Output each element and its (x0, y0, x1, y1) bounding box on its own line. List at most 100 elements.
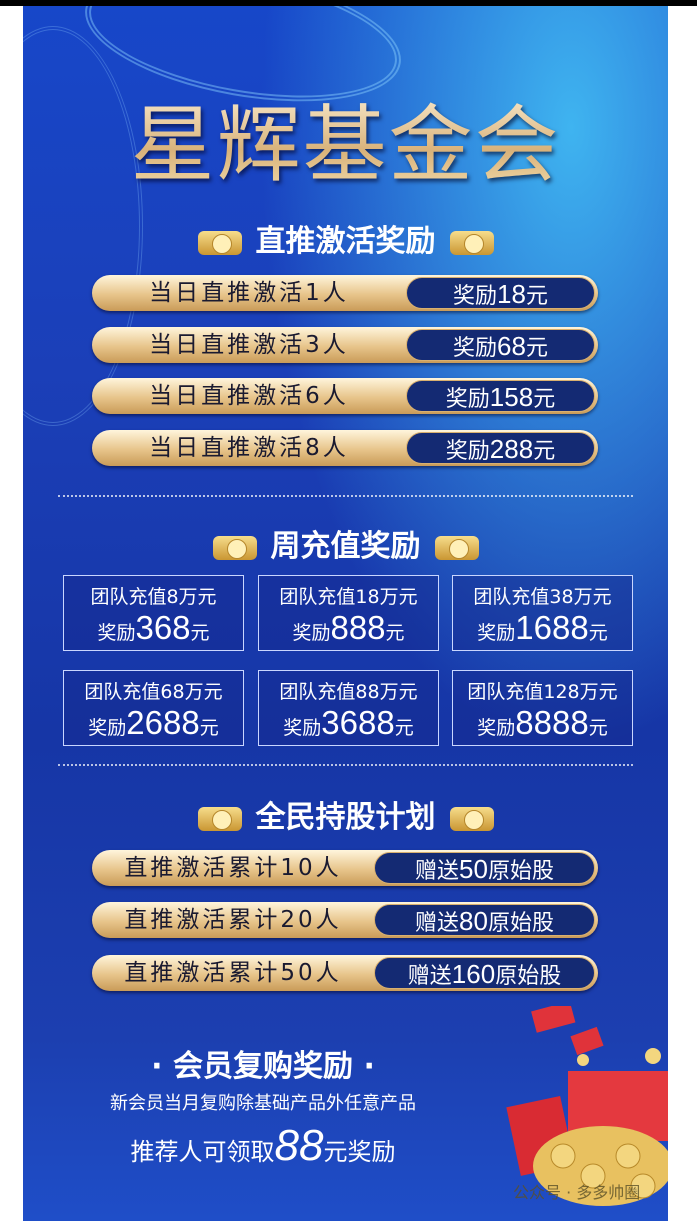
recharge-reward-card: 团队充值8万元 奖励368元 (63, 575, 244, 651)
row-label: 当日直推激活3人 (149, 332, 349, 358)
reward-row: 当日直推激活3人 奖励68元 (92, 327, 598, 363)
card-reward: 奖励8888元 (453, 704, 632, 742)
reward-badge: 奖励288元 (406, 432, 595, 464)
section-heading: 直推激活奖励 (23, 216, 668, 260)
section-title: 全民持股计划 (255, 800, 436, 835)
reward-badge: 奖励18元 (406, 277, 595, 309)
reward-unit: 元 (394, 717, 414, 739)
row-label: 直推激活累计20人 (124, 907, 342, 933)
reward-badge: 奖励68元 (406, 329, 595, 361)
reward-amount: 68 (497, 331, 526, 361)
section-heading: 周充值奖励 (23, 521, 668, 565)
card-label: 团队充值68万元 (84, 681, 223, 703)
repurchase-description: 新会员当月复购除基础产品外任意产品 (110, 1093, 416, 1114)
dotted-divider (58, 495, 633, 497)
recharge-reward-card: 团队充值68万元 奖励2688元 (63, 670, 244, 746)
reward-unit: 元 (588, 622, 608, 644)
recharge-reward-card: 团队充值18万元 奖励888元 (258, 575, 439, 651)
reward-row: 当日直推激活1人 奖励18元 (92, 275, 598, 311)
reward-prefix: 赠送 (415, 911, 460, 936)
coin-icon (434, 535, 479, 560)
reward-amount: 80 (459, 906, 488, 936)
row-label: 当日直推激活1人 (149, 280, 349, 306)
reward-prefix: 赠送 (407, 964, 452, 989)
coin-icon (197, 230, 242, 255)
reward-prefix: 推荐人可领取 (130, 1138, 275, 1166)
top-bar (0, 0, 697, 6)
section-title: 周充值奖励 (270, 529, 421, 564)
reward-unit: 原始股 (487, 911, 554, 936)
watermark: 公众号 · 多多帅圈 (513, 1183, 641, 1202)
reward-amount: 3688 (321, 704, 395, 741)
coin-icon (197, 806, 242, 831)
reward-amount: 8888 (515, 704, 589, 741)
row-label: 当日直推激活6人 (149, 383, 349, 409)
reward-prefix: 奖励 (292, 622, 331, 644)
card-reward: 奖励2688元 (64, 704, 243, 742)
card-label: 团队充值8万元 (90, 586, 217, 608)
reward-prefix: 奖励 (477, 717, 516, 739)
reward-unit: 原始股 (487, 859, 554, 884)
poster-title: 星辉基金会 (23, 78, 668, 199)
reward-unit: 元 (190, 622, 210, 644)
reward-suffix: 元奖励 (323, 1138, 396, 1166)
reward-prefix: 奖励 (88, 717, 127, 739)
reward-amount: 18 (497, 279, 526, 309)
coin-icon (449, 806, 494, 831)
reward-unit: 元 (525, 336, 548, 361)
reward-badge: 赠送50原始股 (374, 852, 595, 884)
reward-prefix: 赠送 (415, 859, 460, 884)
reward-prefix: 奖励 (445, 439, 490, 464)
repurchase-reward: 推荐人可领取88元奖励 (23, 1121, 503, 1171)
reward-amount: 288 (489, 434, 534, 464)
card-reward: 奖励368元 (64, 609, 243, 647)
recharge-reward-card: 团队充值128万元 奖励8888元 (452, 670, 633, 746)
reward-prefix: 奖励 (453, 284, 498, 309)
reward-prefix: 奖励 (477, 622, 516, 644)
reward-row: 当日直推激活6人 奖励158元 (92, 378, 598, 414)
reward-amount: 160 (451, 959, 496, 989)
reward-unit: 元 (588, 717, 608, 739)
reward-unit: 元 (525, 284, 548, 309)
recharge-reward-card: 团队充值88万元 奖励3688元 (258, 670, 439, 746)
card-label: 团队充值128万元 (467, 681, 618, 703)
reward-row: 直推激活累计20人 赠送80原始股 (92, 902, 598, 938)
reward-unit: 元 (533, 387, 556, 412)
card-reward: 奖励1688元 (453, 609, 632, 647)
row-label: 直推激活累计50人 (124, 960, 342, 986)
reward-prefix: 奖励 (283, 717, 322, 739)
reward-unit: 元 (533, 439, 556, 464)
reward-amount: 50 (459, 854, 488, 884)
section-title: 直推激活奖励 (255, 224, 436, 259)
section-title: · 会员复购奖励 · (151, 1049, 375, 1084)
reward-unit: 元 (199, 717, 219, 739)
reward-row: 直推激活累计10人 赠送50原始股 (92, 850, 598, 886)
reward-amount: 2688 (126, 704, 200, 741)
recharge-reward-card: 团队充值38万元 奖励1688元 (452, 575, 633, 651)
coin-icon (449, 230, 494, 255)
reward-badge: 赠送160原始股 (374, 957, 595, 989)
card-label: 团队充值18万元 (279, 586, 418, 608)
reward-unit: 元 (385, 622, 405, 644)
card-label: 团队充值38万元 (473, 586, 612, 608)
reward-amount: 368 (135, 609, 191, 646)
reward-amount: 888 (330, 609, 386, 646)
reward-row: 直推激活累计50人 赠送160原始股 (92, 955, 598, 991)
row-label: 直推激活累计10人 (124, 855, 342, 881)
reward-row: 当日直推激活8人 奖励288元 (92, 430, 598, 466)
dotted-divider (58, 764, 633, 766)
reward-badge: 赠送80原始股 (374, 904, 595, 936)
card-reward: 奖励3688元 (259, 704, 438, 742)
coin-icon (212, 535, 257, 560)
reward-prefix: 奖励 (97, 622, 136, 644)
row-label: 当日直推激活8人 (149, 435, 349, 461)
reward-amount: 1688 (515, 609, 589, 646)
card-label: 团队充值88万元 (279, 681, 418, 703)
section-heading: 全民持股计划 (23, 792, 668, 836)
reward-unit: 原始股 (495, 964, 562, 989)
reward-amount: 88 (274, 1121, 324, 1170)
red-envelope-coins-illustration (506, 1006, 668, 1206)
reward-prefix: 奖励 (445, 387, 490, 412)
reward-badge: 奖励158元 (406, 380, 595, 412)
poster: 星辉基金会 直推激活奖励 当日直推激活1人 奖励18元 当日直推激活3人 奖励68… (23, 6, 668, 1221)
